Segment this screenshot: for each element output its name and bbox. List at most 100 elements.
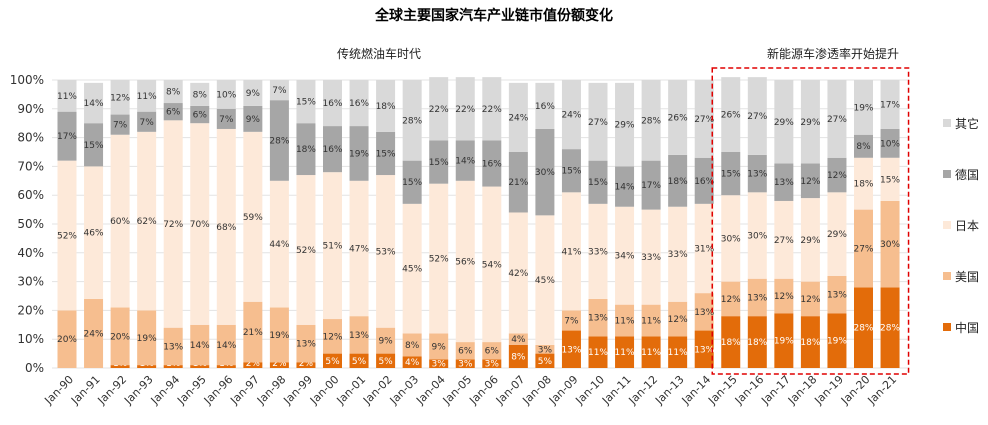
x-tick-label: Jan-14 (679, 373, 714, 408)
data-label: 18% (721, 338, 741, 348)
bar-segment (535, 128, 555, 216)
bar-segment (747, 77, 767, 155)
y-tick-label: 0% (25, 361, 44, 375)
bar-segment (535, 353, 555, 368)
legend-swatch (943, 170, 951, 178)
bar-segment (455, 140, 475, 181)
bar-segment (455, 77, 475, 141)
bar-stack-Jan-93: 1%19%62%7%11% (137, 80, 157, 369)
data-label: 20% (110, 332, 130, 342)
legend-item-中国: 中国 (943, 320, 979, 335)
bar-segment (694, 330, 714, 368)
bar-segment (588, 336, 608, 368)
data-label: 53% (376, 247, 396, 257)
bar-segment (269, 80, 289, 101)
x-tick-label: Jan-97 (227, 373, 262, 408)
data-label: 4% (511, 335, 526, 345)
bar-stack-Jan-94: 1%13%72%6%8% (163, 80, 184, 369)
bar-segment (747, 192, 767, 279)
x-tick-label: Jan-01 (334, 373, 369, 408)
x-tick-label: Jan-94 (148, 373, 183, 408)
x-tick-label: Jan-16 (732, 373, 767, 408)
data-label: 26% (668, 113, 688, 123)
data-label: 5% (325, 357, 340, 367)
data-label: 29% (800, 118, 820, 128)
data-label: 3% (458, 360, 473, 370)
y-axis-ticks: 0% 10% 20% 30% 40% 50% 60% 70% 80% 90% 100% (10, 73, 44, 375)
bar-stack-Jan-17: 19% 12% 27% 13% 29% (774, 80, 794, 368)
bar-segment (561, 192, 581, 311)
bar-segment (429, 359, 449, 368)
bar-segment (668, 301, 688, 337)
bar-segment (243, 362, 263, 368)
data-label: 9% (432, 342, 447, 352)
bar-segment (694, 157, 714, 204)
data-label: 14% (190, 341, 210, 351)
data-label: 6% (166, 108, 181, 118)
bar-segment (269, 362, 289, 368)
data-label: 16% (535, 102, 555, 112)
bar-segment (668, 154, 688, 207)
data-label: 6% (193, 111, 208, 121)
data-label: 5% (538, 357, 553, 367)
y-tick-label: 80% (17, 131, 44, 145)
data-label: 12% (322, 332, 342, 342)
legend-label: 德国 (955, 167, 979, 182)
data-label: 7% (564, 316, 579, 326)
data-label: 11% (668, 348, 688, 358)
bar-segment (694, 293, 714, 331)
bar-stack-Jan-19: 19% 13% 29% 12% 27% (827, 80, 847, 368)
legend-swatch (943, 221, 951, 229)
data-label: 12% (668, 315, 688, 325)
x-tick-label: Jan-06 (466, 373, 501, 408)
bar-segment (482, 186, 502, 343)
legend-swatch (943, 323, 951, 331)
bar-segment (588, 82, 608, 161)
bar-segment (57, 111, 77, 161)
bar-segment (323, 80, 342, 127)
bar-stack-Jan-08: 5% 3% 45% 30% 16% (535, 82, 555, 368)
y-tick-label: 10% (17, 332, 44, 346)
bar-stack-Jan-07: 8% 4% 42% 21% 24% (508, 82, 529, 368)
data-label: 24% (84, 329, 104, 339)
x-tick-label: Jan-21 (865, 373, 900, 408)
bar-segment (296, 324, 316, 363)
bar-stack-Jan-04: 3% 9% 52% 15% 22% (429, 77, 449, 370)
bar-segment (110, 307, 130, 366)
y-tick-label: 30% (17, 275, 44, 289)
bar-segment (561, 149, 581, 193)
data-label: 19% (774, 337, 794, 347)
data-label: 8% (193, 90, 208, 100)
bar-stacks: 0%20%52%17%11%0%24%46%15%14%1%20%60%7%12… (57, 77, 900, 370)
bar-segment (482, 342, 502, 360)
bar-segment (402, 160, 422, 204)
bar-segment (190, 82, 210, 106)
bar-segment (376, 353, 396, 368)
bar-segment (508, 152, 528, 213)
data-label: 7% (140, 118, 155, 128)
bar-segment (854, 80, 873, 135)
data-label: 8% (856, 142, 871, 152)
data-label: 17% (57, 132, 77, 142)
bar-segment (323, 353, 342, 368)
data-label: 33% (641, 253, 661, 263)
data-label: 19% (853, 103, 873, 113)
bar-segment (747, 278, 767, 317)
bar-segment (880, 157, 900, 201)
bar-stack-Jan-09: 13% 7% 41% 15% 24% (561, 80, 582, 368)
data-label: 16% (322, 99, 342, 109)
bar-segment (854, 287, 873, 368)
bar-segment (376, 80, 396, 132)
bar-segment (641, 209, 661, 305)
legend-swatch (943, 272, 951, 280)
data-label: 68% (216, 223, 236, 233)
bar-segment (110, 134, 130, 308)
x-axis-ticks: Jan-90Jan-91Jan-92Jan-93Jan-94Jan-95Jan-… (42, 373, 900, 408)
bar-stack-Jan-99: 2% 13% 52% 18% 15% (296, 80, 316, 369)
x-tick-label: Jan-07 (493, 373, 528, 408)
x-tick-label: Jan-05 (440, 373, 475, 408)
bar-segment (800, 198, 820, 282)
data-label: 13% (774, 178, 794, 188)
data-label: 45% (535, 276, 555, 286)
bar-segment (429, 140, 449, 184)
